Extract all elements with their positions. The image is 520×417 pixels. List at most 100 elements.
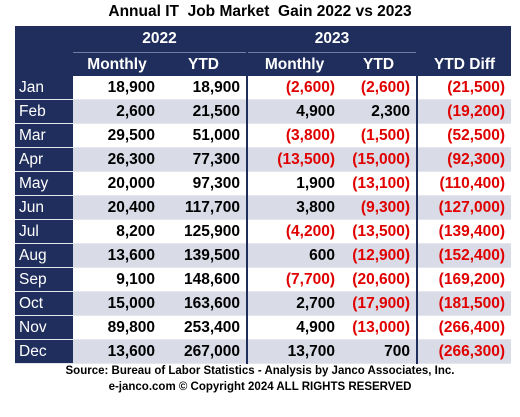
cell-2023-monthly: 600 (246, 243, 342, 268)
cell-2022-ytd: 139,500 (161, 243, 248, 268)
cell-2023-monthly: (4,200) (246, 219, 342, 244)
cell-2023-monthly: (13,500) (246, 147, 342, 172)
cell-2023-monthly: 2,700 (246, 291, 342, 316)
column-header-row: Monthly YTD Monthly YTD YTD Diff (15, 52, 512, 76)
cell-ytd-diff: (21,500) (416, 76, 512, 100)
cell-ytd-diff: (92,300) (416, 147, 512, 172)
cell-2023-monthly: 13,700 (246, 339, 342, 364)
table-row: May 20,000 97,300 1,900 (13,100) (110,400) (15, 171, 512, 196)
cell-2023-monthly: (3,800) (246, 123, 342, 148)
source-note: Source: Bureau of Labor Statistics - Ana… (65, 365, 455, 377)
cell-2023-ytd: (1,500) (341, 123, 418, 148)
cell-ytd-diff: (110,400) (416, 171, 512, 196)
cell-2022-ytd: 51,000 (161, 123, 248, 148)
table-row: Jan 18,900 18,900 (2,600) (2,600) (21,500) (15, 76, 512, 100)
cell-2023-ytd: (17,900) (341, 291, 418, 316)
month-label: Jun (15, 195, 73, 220)
cell-2022-ytd: 18,900 (161, 76, 248, 100)
cell-2023-monthly: 4,900 (246, 99, 342, 124)
col-header-2022-monthly: Monthly (73, 52, 161, 76)
cell-2023-monthly: 3,800 (246, 195, 342, 220)
cell-ytd-diff: (52,500) (416, 123, 512, 148)
col-header-2023-ytd: YTD (341, 52, 418, 76)
cell-2023-ytd: 700 (341, 339, 418, 364)
cell-2022-ytd: 125,900 (161, 219, 248, 244)
chart-title: Annual IT Job Market Gain 2022 vs 2023 (108, 3, 412, 20)
cell-2023-ytd: (2,600) (341, 76, 418, 100)
col-header-2022-ytd: YTD (161, 52, 248, 76)
cell-2022-monthly: 29,500 (73, 123, 161, 148)
job-market-table: 2022 2023 Monthly YTD Monthly YTD YTD Di… (15, 26, 512, 364)
cell-2022-ytd: 97,300 (161, 171, 248, 196)
cell-2022-monthly: 9,100 (73, 267, 161, 292)
col-header-2023-monthly: Monthly (246, 52, 342, 76)
cell-2023-ytd: (13,100) (341, 171, 418, 196)
cell-2022-monthly: 13,600 (73, 339, 161, 364)
cell-ytd-diff: (181,500) (416, 291, 512, 316)
month-label: Jan (15, 76, 73, 100)
cell-ytd-diff: (127,000) (416, 195, 512, 220)
cell-ytd-diff: (266,300) (416, 339, 512, 364)
cell-2022-ytd: 117,700 (161, 195, 248, 220)
year-header-2023: 2023 (246, 26, 418, 53)
month-label: Jul (15, 219, 73, 244)
cell-2022-monthly: 13,600 (73, 243, 161, 268)
month-label: May (15, 171, 73, 196)
table-row: Mar 29,500 51,000 (3,800) (1,500) (52,500) (15, 123, 512, 148)
month-label: Aug (15, 243, 73, 268)
cell-2023-monthly: (2,600) (246, 76, 342, 100)
table-row: Sep 9,100 148,600 (7,700) (20,600) (169,200) (15, 267, 512, 292)
month-label: Nov (15, 315, 73, 340)
table-row: Apr 26,300 77,300 (13,500) (15,000) (92,300) (15, 147, 512, 172)
cell-2022-monthly: 15,000 (73, 291, 161, 316)
cell-ytd-diff: (266,400) (416, 315, 512, 340)
month-label: Dec (15, 339, 73, 364)
month-label: Apr (15, 147, 73, 172)
cell-ytd-diff: (169,200) (416, 267, 512, 292)
cell-2023-ytd: (13,000) (341, 315, 418, 340)
cell-ytd-diff: (139,400) (416, 219, 512, 244)
year-header-2022: 2022 (73, 26, 248, 53)
cell-2023-ytd: (20,600) (341, 267, 418, 292)
cell-2022-ytd: 253,400 (161, 315, 248, 340)
corner-cell (15, 26, 73, 53)
cell-2022-monthly: 26,300 (73, 147, 161, 172)
table-row: Jun 20,400 117,700 3,800 (9,300) (127,000) (15, 195, 512, 220)
cell-2022-ytd: 21,500 (161, 99, 248, 124)
cell-2023-ytd: (15,000) (341, 147, 418, 172)
cell-2022-ytd: 267,000 (161, 339, 248, 364)
corner-cell (15, 52, 73, 76)
col-header-ytd-diff: YTD Diff (416, 52, 512, 76)
cell-ytd-diff: (19,200) (416, 99, 512, 124)
diff-header-blank (416, 26, 512, 53)
table-row: Dec 13,600 267,000 13,700 700 (266,300) (15, 339, 512, 364)
cell-2023-ytd: (9,300) (341, 195, 418, 220)
table-row: Nov 89,800 253,400 4,900 (13,000) (266,400) (15, 315, 512, 340)
table-row: Aug 13,600 139,500 600 (12,900) (152,400) (15, 243, 512, 268)
cell-2022-ytd: 148,600 (161, 267, 248, 292)
year-header-row: 2022 2023 (15, 26, 512, 53)
cell-2022-monthly: 18,900 (73, 76, 161, 100)
cell-2022-monthly: 2,600 (73, 99, 161, 124)
table-row: Feb 2,600 21,500 4,900 2,300 (19,200) (15, 99, 512, 124)
table-row: Oct 15,000 163,600 2,700 (17,900) (181,500) (15, 291, 512, 316)
cell-2023-monthly: 1,900 (246, 171, 342, 196)
cell-2022-monthly: 20,400 (73, 195, 161, 220)
month-label: Feb (15, 99, 73, 124)
month-label: Oct (15, 291, 73, 316)
cell-2022-monthly: 8,200 (73, 219, 161, 244)
copyright-note: e-janco.com © Copyright 2024 ALL RIGHTS … (108, 381, 412, 393)
cell-2022-ytd: 77,300 (161, 147, 248, 172)
cell-2023-ytd: 2,300 (341, 99, 418, 124)
cell-2023-monthly: (7,700) (246, 267, 342, 292)
cell-2022-monthly: 20,000 (73, 171, 161, 196)
month-label: Sep (15, 267, 73, 292)
cell-2022-monthly: 89,800 (73, 315, 161, 340)
cell-ytd-diff: (152,400) (416, 243, 512, 268)
month-label: Mar (15, 123, 73, 148)
table-row: Jul 8,200 125,900 (4,200) (13,500) (139,400) (15, 219, 512, 244)
cell-2023-ytd: (12,900) (341, 243, 418, 268)
cell-2023-monthly: 4,900 (246, 315, 342, 340)
cell-2022-ytd: 163,600 (161, 291, 248, 316)
cell-2023-ytd: (13,500) (341, 219, 418, 244)
